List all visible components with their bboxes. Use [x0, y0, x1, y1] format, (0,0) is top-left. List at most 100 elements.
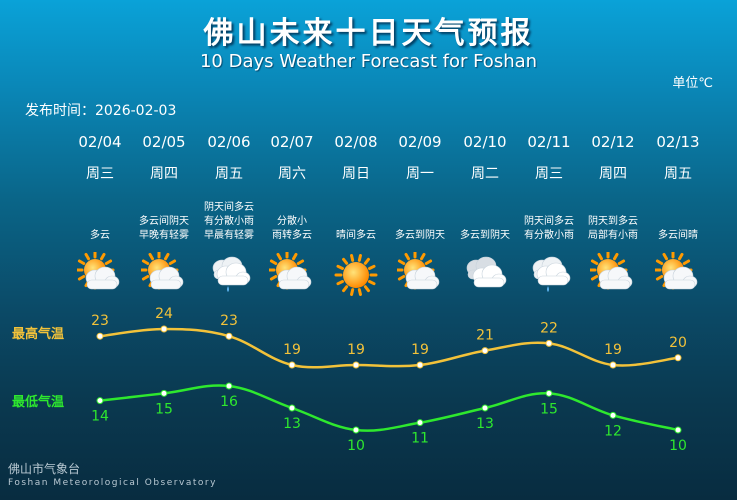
low-temp-point [609, 411, 617, 419]
high-temp-point [674, 354, 682, 362]
high-temp-point [160, 325, 168, 333]
low-temp-value: 15 [155, 401, 173, 417]
description-line: 有分散小雨 [204, 216, 254, 227]
light-rain-icon [509, 252, 589, 298]
low-temp-point [674, 426, 682, 434]
high-temp-value: 19 [411, 342, 429, 358]
description-line: 多云到阴天 [460, 230, 510, 241]
forecast-date: 02/12 [591, 133, 635, 151]
partly-cloudy-icon [124, 252, 204, 298]
forecast-date: 02/10 [463, 133, 507, 151]
forecast-date: 02/06 [207, 133, 251, 151]
forecast-date: 02/05 [142, 133, 186, 151]
forecast-description: 阴天间多云 有分散小雨 早晨有轻雾 [189, 193, 269, 243]
partly-cloudy-icon [60, 252, 140, 298]
high-temp-value: 21 [476, 328, 494, 344]
high-temp-point [416, 361, 424, 369]
low-temp-value: 16 [220, 394, 238, 410]
low-temp-value: 15 [540, 401, 558, 417]
low-temp-point [352, 426, 360, 434]
forecast-date: 02/04 [78, 133, 122, 151]
partly-cloudy-icon [638, 252, 718, 298]
forecast-weekday: 周二 [471, 166, 499, 182]
forecast-weekday: 周三 [535, 166, 563, 182]
high-temp-label: 最高气温 [12, 327, 65, 342]
low-temp-value: 10 [669, 438, 687, 454]
description-line: 阴天间多云 [524, 216, 574, 227]
high-temp-line [99, 327, 679, 369]
low-temp-point [225, 382, 233, 390]
partly-cloudy-icon [252, 252, 332, 298]
forecast-date: 02/08 [334, 133, 378, 151]
high-temp-point [225, 332, 233, 340]
forecast-description: 多云间阴天早晚有轻雾 [124, 193, 204, 243]
forecast-weekday: 周一 [406, 166, 434, 182]
low-temp-value: 10 [347, 438, 365, 454]
forecast-date: 02/07 [270, 133, 314, 151]
high-temp-point [481, 347, 489, 355]
description-line: 多云间阴天 [139, 216, 189, 227]
forecast-date: 02/09 [398, 133, 442, 151]
description-line: 多云到阴天 [395, 230, 445, 241]
forecast-weekday: 周五 [215, 166, 243, 182]
forecast-description: 多云 [60, 193, 140, 243]
description-line: 分散小 [277, 216, 307, 227]
unit-label: 单位℃ [672, 76, 713, 91]
observatory-name-en: Foshan Meteorological Observatory [8, 478, 217, 488]
page-subtitle: 10 Days Weather Forecast for Foshan [199, 51, 538, 72]
forecast-description: 阴天到多云局部有小雨 [573, 193, 653, 243]
high-temp-value: 19 [604, 342, 622, 358]
observatory-name: 佛山市气象台 [8, 462, 81, 476]
low-temp-point [545, 389, 553, 397]
description-line: 晴间多云 [336, 230, 376, 241]
description-line: 早晚有轻雾 [139, 230, 189, 241]
high-temp-point [288, 361, 296, 369]
low-temp-value: 13 [476, 416, 494, 432]
description-line: 多云 [90, 230, 110, 241]
forecast-weekday: 周四 [150, 166, 178, 182]
high-temp-value: 22 [540, 320, 558, 336]
forecast-description: 多云到阴天 [445, 193, 525, 243]
forecast-weekday: 周日 [342, 166, 370, 182]
forecast-description: 阴天间多云有分散小雨 [509, 193, 589, 243]
forecast-description: 多云到阴天 [380, 193, 460, 243]
low-temp-point [96, 397, 104, 405]
low-temp-value: 13 [283, 416, 301, 432]
high-temp-value: 19 [283, 342, 301, 358]
forecast-description: 多云间晴 [638, 193, 718, 243]
description-line: 有分散小雨 [524, 230, 574, 241]
high-temp-value: 24 [155, 306, 173, 322]
forecast-date: 02/13 [656, 133, 700, 151]
description-line: 早晨有轻雾 [204, 230, 254, 241]
high-temp-value: 23 [220, 313, 238, 329]
low-temp-value: 12 [604, 423, 622, 439]
issue-time: 发布时间：2026-02-03 [25, 103, 177, 119]
description-line: 局部有小雨 [588, 230, 638, 241]
high-temp-value: 19 [347, 342, 365, 358]
partly-cloudy-icon [380, 252, 460, 298]
forecast-weekday: 周六 [278, 166, 306, 182]
low-temp-value: 14 [91, 409, 109, 425]
low-temp-label: 最低气温 [12, 395, 65, 410]
high-temp-point [609, 361, 617, 369]
forecast-weekday: 周五 [664, 166, 692, 182]
partly-cloudy-icon [573, 252, 653, 298]
low-temp-point [160, 389, 168, 397]
forecast-description: 晴间多云 [316, 193, 396, 243]
light-rain-icon [189, 252, 269, 298]
description-line: 阴天到多云 [588, 216, 638, 227]
page-title: 佛山未来十日天气预报 [203, 16, 534, 51]
forecast-weekday: 周四 [599, 166, 627, 182]
low-temp-line [99, 384, 679, 432]
forecast-weekday: 周三 [86, 166, 114, 182]
low-temp-value: 11 [411, 431, 429, 447]
high-temp-point [352, 361, 360, 369]
low-temp-point [481, 404, 489, 412]
low-temp-point [416, 419, 424, 427]
description-line: 多云间晴 [658, 230, 698, 241]
high-temp-value: 23 [91, 313, 109, 329]
description-line: 雨转多云 [272, 230, 312, 241]
forecast-date: 02/11 [527, 133, 571, 151]
